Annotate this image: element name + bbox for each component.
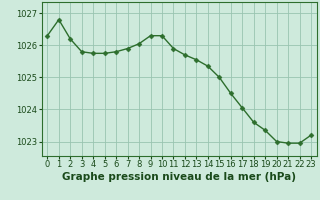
- X-axis label: Graphe pression niveau de la mer (hPa): Graphe pression niveau de la mer (hPa): [62, 172, 296, 182]
